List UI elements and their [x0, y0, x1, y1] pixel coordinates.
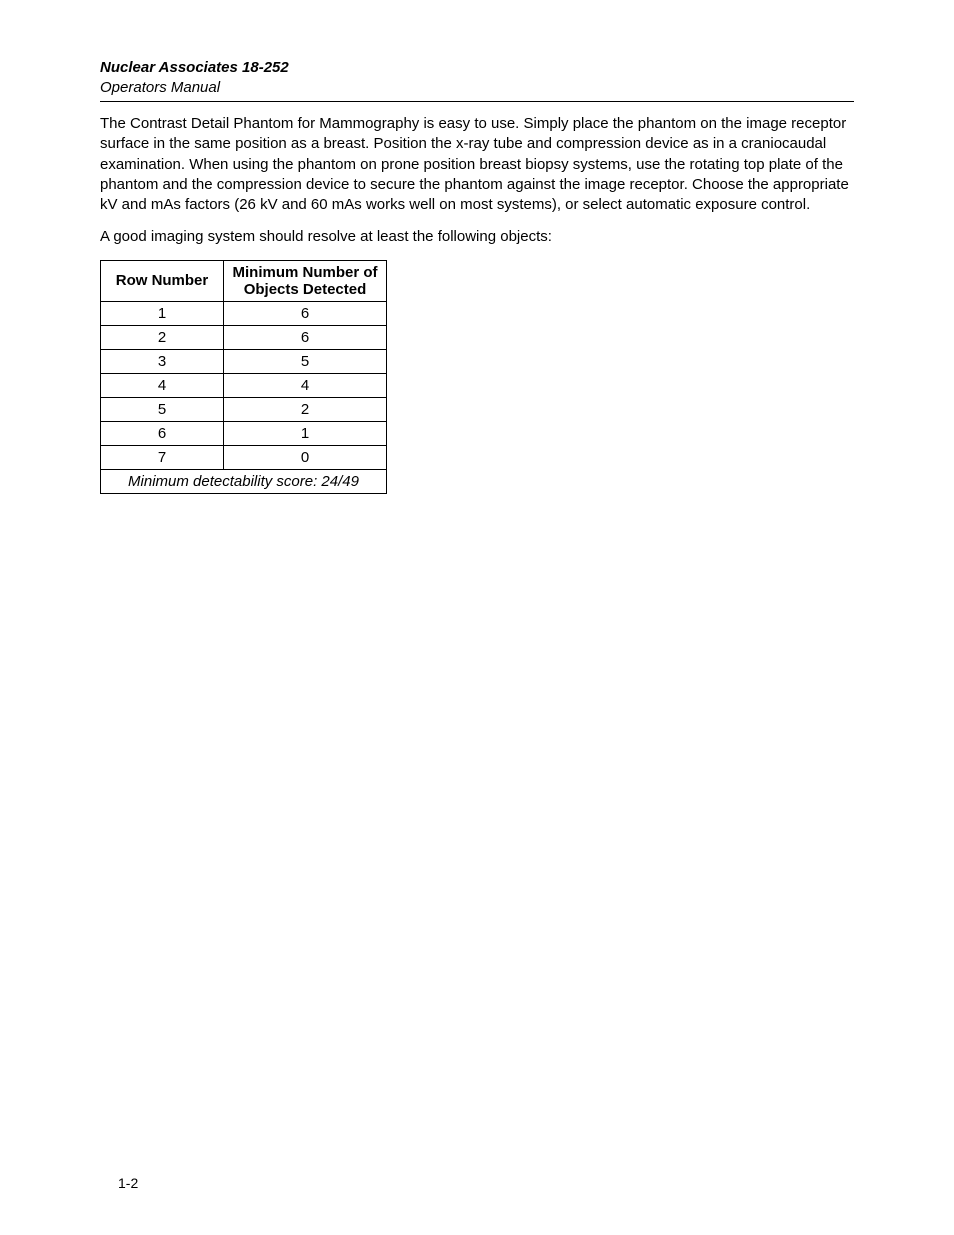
- table-cell: 6: [224, 301, 387, 325]
- table-cell: 2: [224, 397, 387, 421]
- table-row: 4 4: [101, 373, 387, 397]
- table-row: 3 5: [101, 349, 387, 373]
- table-cell: 4: [101, 373, 224, 397]
- header-title: Nuclear Associates 18-252: [100, 58, 854, 78]
- table-footer-cell: Minimum detectability score: 24/49: [101, 469, 387, 493]
- table-cell: 0: [224, 445, 387, 469]
- table-row: 5 2: [101, 397, 387, 421]
- body-paragraph-1: The Contrast Detail Phantom for Mammogra…: [100, 114, 854, 215]
- page-header: Nuclear Associates 18-252 Operators Manu…: [100, 58, 854, 102]
- table-cell: 2: [101, 325, 224, 349]
- table-header-row: Row Number Minimum Number of Objects Det…: [101, 260, 387, 301]
- table-row: 2 6: [101, 325, 387, 349]
- table-cell: 4: [224, 373, 387, 397]
- table-row: 7 0: [101, 445, 387, 469]
- detectability-table: Row Number Minimum Number of Objects Det…: [100, 260, 387, 494]
- page: Nuclear Associates 18-252 Operators Manu…: [0, 0, 954, 1235]
- table-cell: 6: [101, 421, 224, 445]
- table-cell: 5: [224, 349, 387, 373]
- header-subtitle: Operators Manual: [100, 78, 854, 100]
- table-header-col-2: Minimum Number of Objects Detected: [224, 260, 387, 301]
- header-rule: [100, 101, 854, 102]
- table-footer-row: Minimum detectability score: 24/49: [101, 469, 387, 493]
- table-cell: 1: [224, 421, 387, 445]
- table-cell: 3: [101, 349, 224, 373]
- table-row: 1 6: [101, 301, 387, 325]
- table-row: 6 1: [101, 421, 387, 445]
- table-cell: 5: [101, 397, 224, 421]
- page-number: 1-2: [118, 1175, 138, 1191]
- table-cell: 7: [101, 445, 224, 469]
- table-cell: 1: [101, 301, 224, 325]
- body-paragraph-2: A good imaging system should resolve at …: [100, 227, 854, 247]
- table-header-col-1: Row Number: [101, 260, 224, 301]
- table-cell: 6: [224, 325, 387, 349]
